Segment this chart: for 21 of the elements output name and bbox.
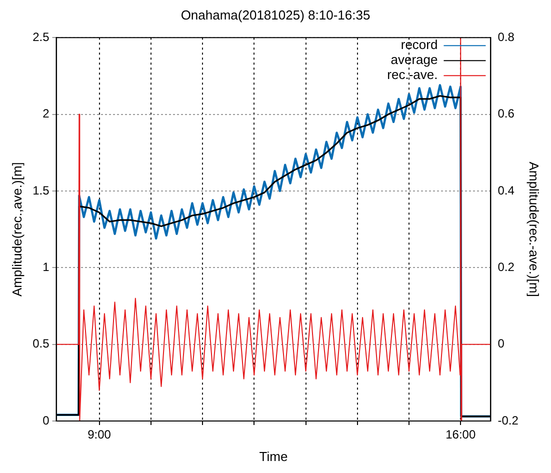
y2-tick-label: 0 — [498, 336, 505, 351]
y2-tick-label: 0.4 — [498, 183, 515, 198]
y2-tick-label: 0.6 — [498, 106, 515, 121]
x-axis-title: Time — [259, 448, 288, 464]
y-tick-label: 2 — [42, 106, 50, 121]
y-tick-label: 1 — [42, 260, 50, 274]
y2-tick-label: 0.8 — [498, 30, 515, 44]
y-tick-label: 2.5 — [32, 30, 50, 44]
chart-title: Onahama(20181025) 8:10-16:35 — [180, 7, 370, 22]
x-tick-label: 9:00 — [88, 428, 112, 442]
y-axis-title: Amplitude(rec.,ave.)[m] — [9, 162, 24, 296]
y2-axis-title: Amplitude(rec.-ave.)[m] — [526, 162, 542, 297]
y2-tick-label: 0.2 — [498, 260, 515, 274]
y-tick-label: 0.5 — [32, 336, 50, 351]
legend-label: average — [390, 52, 438, 68]
legend-label: rec.-ave. — [387, 67, 438, 82]
y2-tick-label: -0.2 — [498, 413, 519, 428]
y-tick-label: 0 — [42, 413, 50, 428]
y-tick-label: 1.5 — [32, 183, 50, 198]
legend-label: record — [400, 37, 438, 52]
x-tick-label: 16:00 — [446, 428, 476, 442]
